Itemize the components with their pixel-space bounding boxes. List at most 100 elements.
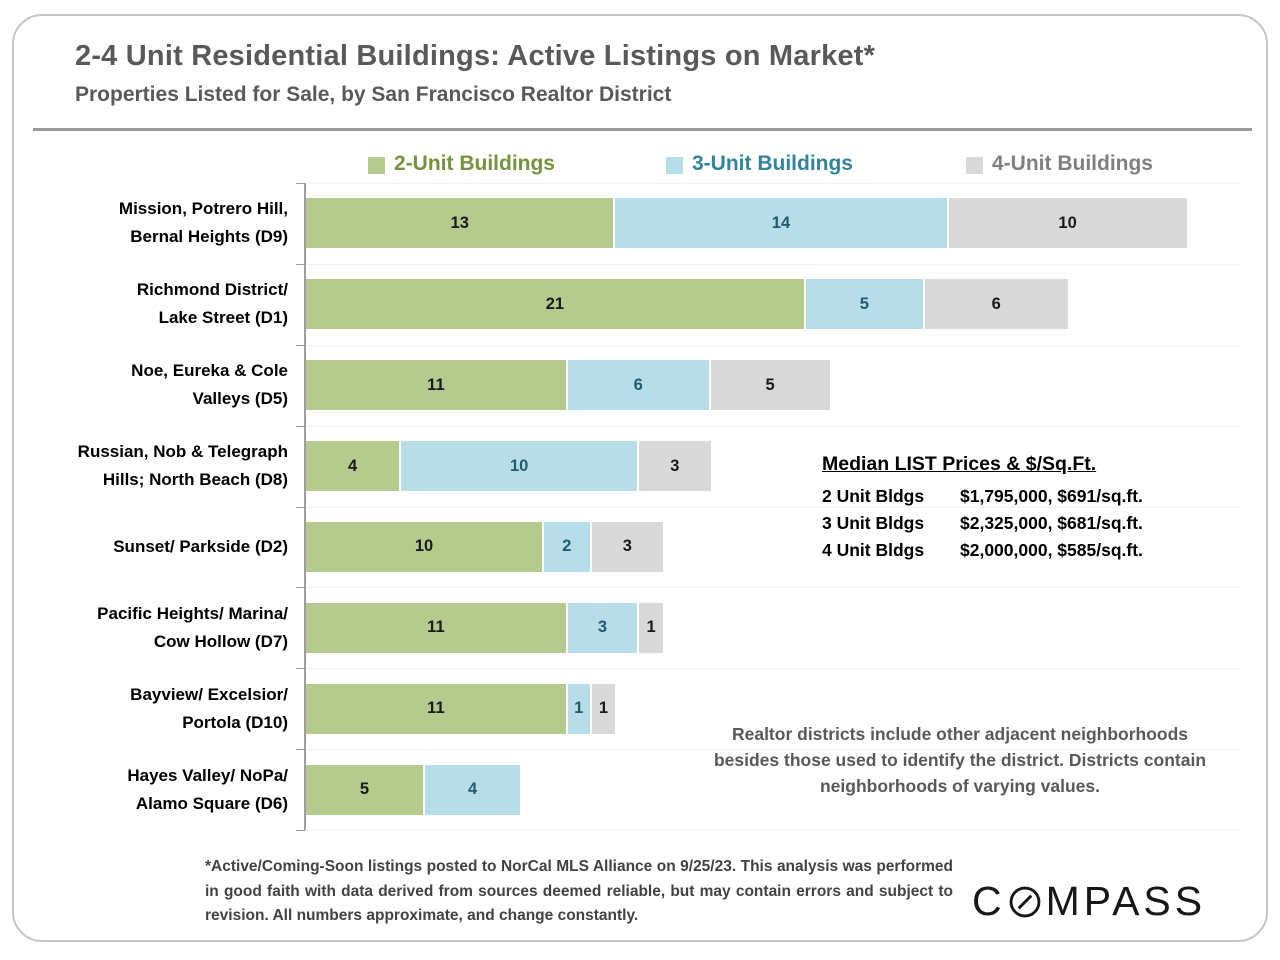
compass-logo-right: MPASS <box>1045 878 1207 924</box>
bar-value-label: 11 <box>427 618 445 637</box>
bar-value-label: 6 <box>991 294 1001 313</box>
row-separator <box>306 345 1240 346</box>
bar-value-label: 1 <box>574 699 584 718</box>
row-separator <box>306 426 1240 427</box>
bar-segment-2-unit-buildings: 10 <box>306 521 544 572</box>
legend-item-2-unit: 2-Unit Buildings <box>368 152 555 176</box>
y-axis-tick <box>296 264 305 265</box>
compass-logo: C MPASS <box>972 878 1206 925</box>
bar-row: 11 3 1 <box>306 602 663 653</box>
legend-label: 2-Unit Buildings <box>394 152 555 175</box>
row-separator <box>306 264 1240 265</box>
header-divider <box>33 128 1252 131</box>
bar-value-label: 1 <box>598 699 609 718</box>
median-price-row: 2 Unit Bldgs $1,795,000, $691/sq.ft. <box>822 483 1143 510</box>
median-price-label: 3 Unit Bldgs <box>822 513 925 533</box>
category-label: Bayview/ Excelsior/ Portola (D10) <box>130 684 288 732</box>
bar-segment-3-unit-buildings: 10 <box>401 441 640 492</box>
row-separator <box>306 587 1240 588</box>
legend-label: 4-Unit Buildings <box>992 152 1153 175</box>
bar-segment-2-unit-buildings: 13 <box>306 198 616 249</box>
bar-segment-4-unit-buildings: 5 <box>710 360 830 411</box>
bar-segment-2-unit-buildings: 21 <box>306 279 806 330</box>
category-label: Noe, Eureka & Cole Valleys (D5) <box>131 361 288 409</box>
bar-row: 21 5 6 <box>306 279 1068 330</box>
y-axis-tick <box>296 183 305 184</box>
bar-value-label: 13 <box>450 213 469 232</box>
legend-item-4-unit: 4-Unit Buildings <box>966 152 1153 176</box>
legend-swatch-3-unit-icon <box>666 156 683 174</box>
y-axis-tick <box>296 426 305 427</box>
compass-logo-left: C <box>972 878 1006 924</box>
bar-value-label: 11 <box>427 375 445 394</box>
bar-value-label: 21 <box>545 294 565 313</box>
bar-segment-4-unit-buildings: 3 <box>591 521 663 572</box>
bar-segment-3-unit-buildings: 1 <box>567 683 592 734</box>
legend-swatch-4-unit-icon <box>966 156 983 174</box>
bar-value-label: 2 <box>562 537 572 556</box>
bar-value-label: 5 <box>359 780 370 799</box>
bar-row: 10 2 3 <box>306 521 663 572</box>
bar-value-label: 3 <box>597 618 608 637</box>
category-label: Mission, Potrero Hill, Bernal Heights (D… <box>118 199 288 247</box>
category-label: Hayes Valley/ NoPa/ Alamo Square (D6) <box>127 765 288 813</box>
y-axis-tick <box>296 345 305 346</box>
row-separator <box>306 507 1240 508</box>
bar-value-label: 1 <box>646 618 656 637</box>
bar-value-label: 3 <box>670 456 680 475</box>
bar-segment-4-unit-buildings: 3 <box>639 441 711 492</box>
y-axis-tick <box>296 830 305 831</box>
bar-segment-3-unit-buildings: 6 <box>567 360 711 411</box>
bar-segment-2-unit-buildings: 5 <box>306 764 425 815</box>
bar-segment-3-unit-buildings: 5 <box>805 279 925 330</box>
category-label: Russian, Nob & Telegraph Hills; North Be… <box>77 442 288 490</box>
bar-value-label: 11 <box>427 699 445 718</box>
row-separator <box>306 183 1240 184</box>
y-axis-tick <box>296 749 305 750</box>
bar-segment-3-unit-buildings: 2 <box>544 521 592 572</box>
bar-segment-4-unit-buildings: 1 <box>639 602 663 653</box>
bar-value-label: 10 <box>510 456 529 475</box>
bar-segment-4-unit-buildings: 6 <box>924 279 1068 330</box>
median-prices-title: Median LIST Prices & $/Sq.Ft. <box>822 453 1097 475</box>
bar-row: 11 6 5 <box>306 360 830 411</box>
district-note: Realtor districts include other adjacent… <box>713 724 1207 796</box>
y-axis-tick <box>296 507 305 508</box>
bar-value-label: 5 <box>765 375 775 394</box>
y-axis-tick <box>296 668 305 669</box>
row-separator <box>306 830 1240 831</box>
median-price-label: 2 Unit Bldgs <box>822 486 925 506</box>
bar-segment-2-unit-buildings: 11 <box>306 360 568 411</box>
legend-swatch-2-unit-icon <box>368 156 385 174</box>
bar-segment-2-unit-buildings: 11 <box>306 602 568 653</box>
legend-label: 3-Unit Buildings <box>692 152 853 175</box>
bar-segment-2-unit-buildings: 11 <box>306 683 568 734</box>
category-label: Pacific Heights/ Marina/ Cow Hollow (D7) <box>97 603 288 651</box>
footnote: *Active/Coming-Soon listings posted to N… <box>205 858 953 924</box>
bar-value-label: 4 <box>348 456 358 475</box>
bar-row: 11 1 1 <box>306 683 616 734</box>
bar-value-label: 10 <box>414 537 434 556</box>
chart-legend: 2-Unit Buildings 3-Unit Buildings 4-Unit… <box>0 152 1280 186</box>
bar-value-label: 3 <box>622 537 632 556</box>
median-price-value: $2,325,000, $681/sq.ft. <box>960 513 1143 533</box>
bar-segment-3-unit-buildings: 14 <box>615 198 949 249</box>
bar-value-label: 4 <box>468 780 478 799</box>
page-subtitle: Properties Listed for Sale, by San Franc… <box>75 83 672 106</box>
bar-segment-3-unit-buildings: 3 <box>567 602 640 653</box>
compass-o-needle-icon <box>1009 886 1040 917</box>
bar-value-label: 5 <box>859 294 869 313</box>
median-price-value: $1,795,000, $691/sq.ft. <box>960 486 1143 506</box>
median-price-row: 4 Unit Bldgs $2,000,000, $585/sq.ft. <box>822 537 1143 564</box>
bar-row: 4 10 3 <box>306 441 711 492</box>
median-price-value: $2,000,000, $585/sq.ft. <box>960 540 1143 560</box>
legend-item-3-unit: 3-Unit Buildings <box>666 152 853 176</box>
row-separator <box>306 749 1240 750</box>
bar-segment-4-unit-buildings: 10 <box>948 198 1187 249</box>
bar-segment-2-unit-buildings: 4 <box>306 441 402 492</box>
y-axis-line <box>304 183 306 830</box>
median-price-row: 3 Unit Bldgs $2,325,000, $681/sq.ft. <box>822 510 1143 537</box>
bar-segment-3-unit-buildings: 4 <box>425 764 521 815</box>
median-price-label: 4 Unit Bldgs <box>822 540 925 560</box>
